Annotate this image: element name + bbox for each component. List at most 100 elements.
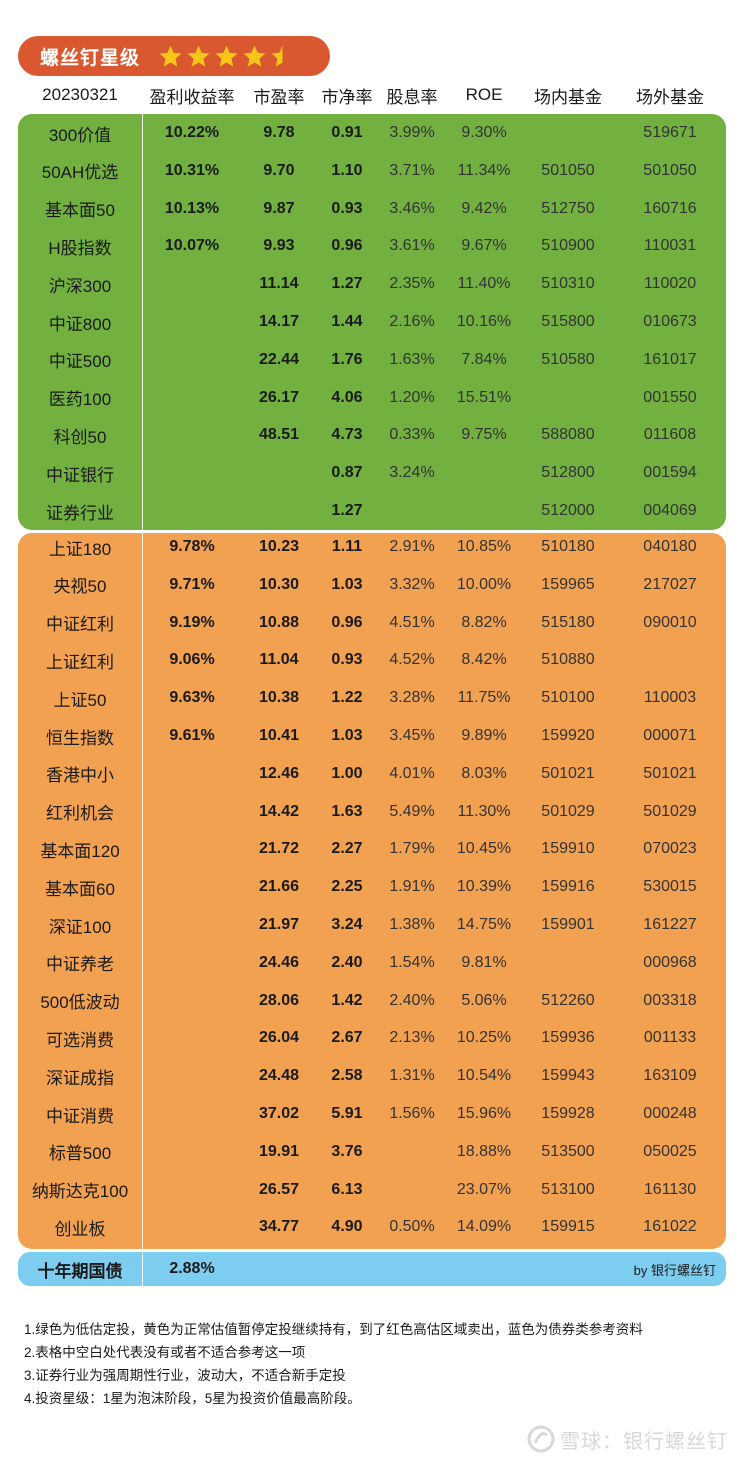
table-cell: 22.44 xyxy=(258,350,300,368)
table-cell: 2.58 xyxy=(331,1067,363,1085)
index-name: 医药100 xyxy=(48,390,112,410)
table-cell: 10.85% xyxy=(456,538,512,555)
table-cell: 15.51% xyxy=(456,388,512,406)
index-name: 中证银行 xyxy=(46,465,114,485)
table-row: 基本面60 21.66 2.25 1.91% 10.39% 159916 530015 xyxy=(18,868,726,906)
table-cell: 9.42% xyxy=(461,199,507,217)
table-cell: 3.45% xyxy=(389,727,435,744)
table-row: 创业板 34.77 4.90 0.50% 14.09% 159915 161022 xyxy=(18,1208,726,1246)
table-cell: 510180 xyxy=(541,538,595,555)
index-name: H股指数 xyxy=(48,238,112,258)
table-row: 恒生指数 9.61% 10.41 1.03 3.45% 9.89% 159920 000071 xyxy=(18,717,726,755)
table-cell: 1.91% xyxy=(389,878,435,896)
table-cell: 0.87 xyxy=(331,464,363,482)
table-cell: 26.57 xyxy=(258,1180,300,1198)
table-cell: 159901 xyxy=(541,916,595,933)
header-otc-fund: 场外基金 xyxy=(636,87,704,107)
table-row: 300价值 10.22% 9.78 0.91 3.99% 9.30% 519671 xyxy=(18,114,726,152)
header-exchange-fund: 场内基金 xyxy=(534,87,602,107)
star-icon xyxy=(159,45,182,67)
index-name: 深证成指 xyxy=(46,1068,114,1088)
table-cell: 1.44 xyxy=(331,313,363,330)
table-cell: 510580 xyxy=(541,350,595,368)
column-divider xyxy=(142,114,143,530)
table-cell: 3.28% xyxy=(389,689,435,707)
header-dividend-yield: 股息率 xyxy=(386,87,438,107)
index-name: 500低波动 xyxy=(40,993,120,1013)
star-rating-badge: 螺丝钉星级 xyxy=(18,36,330,76)
table-cell: 161227 xyxy=(643,916,697,933)
star-icon xyxy=(187,45,210,67)
table-cell: 1.20% xyxy=(389,388,435,406)
table-cell: 530015 xyxy=(643,878,697,896)
table-row: 50AH优选 10.31% 9.70 1.10 3.71% 11.34% 501050 501… xyxy=(18,152,726,190)
column-divider xyxy=(142,533,143,1249)
table-cell: 1.27 xyxy=(331,275,363,293)
table-cell: 5.06% xyxy=(461,991,507,1009)
table-cell: 21.97 xyxy=(258,916,300,933)
table-cell: 1.38% xyxy=(389,916,435,933)
table-cell: 9.67% xyxy=(461,237,507,255)
table-cell: 10.22% xyxy=(164,124,220,141)
table-cell: 010673 xyxy=(643,313,697,330)
footnote: 4.投资星级：1星为泡沫阶段，5星为投资价值最高阶段。 xyxy=(24,1391,361,1406)
index-name: 标普500 xyxy=(48,1144,112,1164)
table-cell: 0.96 xyxy=(331,613,363,631)
table-cell: 9.75% xyxy=(461,426,507,444)
table-cell: 515800 xyxy=(541,313,595,330)
table-cell: 11.40% xyxy=(457,275,511,293)
table-cell: 10.31% xyxy=(164,161,220,179)
table-cell: 24.46 xyxy=(258,953,300,971)
table-row: 中证养老 24.46 2.40 1.54% 9.81% 000968 xyxy=(18,944,726,982)
watermark-text: 雪球：银行螺丝钉 xyxy=(560,1430,728,1453)
index-name: 中证红利 xyxy=(46,615,114,635)
table-cell: 512000 xyxy=(541,502,595,519)
table-row: 中证500 22.44 1.76 1.63% 7.84% 510580 161017 xyxy=(18,341,726,379)
table-cell: 501029 xyxy=(541,802,595,820)
table-cell: 9.70 xyxy=(263,161,295,179)
table-cell: 2.91% xyxy=(389,538,435,555)
table-cell: 34.77 xyxy=(258,1218,300,1236)
table-cell: 10.25% xyxy=(456,1029,512,1047)
index-name: 可选消费 xyxy=(46,1030,114,1050)
table-cell: 5.49% xyxy=(389,802,435,820)
table-cell: 8.03% xyxy=(461,764,507,782)
star-icon xyxy=(243,45,266,67)
table-cell: 501050 xyxy=(643,161,697,179)
table-cell: 9.61% xyxy=(169,727,215,744)
table-cell: 159936 xyxy=(541,1029,595,1047)
index-name: 基本面50 xyxy=(45,201,115,221)
table-cell: 9.19% xyxy=(169,613,215,631)
table-cell: 588080 xyxy=(541,426,595,444)
table-cell: 15.96% xyxy=(456,1105,512,1122)
table-cell: 159943 xyxy=(541,1067,595,1085)
table-row: 香港中小 12.46 1.00 4.01% 8.03% 501021 501021 xyxy=(18,755,726,793)
table-cell: 48.51 xyxy=(258,426,300,444)
table-cell: 1.56% xyxy=(389,1105,435,1122)
table-row: 上证红利 9.06% 11.04 0.93 4.52% 8.42% 510880 xyxy=(18,641,726,679)
table-cell: 159928 xyxy=(541,1105,595,1122)
table-cell: 501021 xyxy=(541,764,595,782)
table-cell: 0.93 xyxy=(331,199,363,217)
table-cell: 10.54% xyxy=(456,1067,512,1085)
table-cell: 9.78 xyxy=(263,124,295,141)
table-cell: 10.39% xyxy=(456,878,512,896)
table-cell: 2.25 xyxy=(331,878,363,896)
index-name: 创业板 xyxy=(54,1219,106,1239)
index-name: 科创50 xyxy=(53,427,107,447)
table-cell: 9.93 xyxy=(263,237,295,255)
index-name: 中证养老 xyxy=(46,955,114,975)
table-cell: 110003 xyxy=(643,689,697,707)
table-cell: 163109 xyxy=(643,1067,697,1085)
table-cell: 19.91 xyxy=(258,1142,300,1160)
table-cell: 512800 xyxy=(541,464,595,482)
table-cell: 1.27 xyxy=(331,502,363,519)
table-cell: 4.01% xyxy=(389,764,435,782)
star-icon xyxy=(215,45,238,67)
table-cell: 003318 xyxy=(643,991,697,1009)
table-cell: 160716 xyxy=(643,199,697,217)
table-row: 深证成指 24.48 2.58 1.31% 10.54% 159943 163109 xyxy=(18,1057,726,1095)
table-cell: 14.09% xyxy=(456,1218,512,1236)
normal-valuation-table-block: 上证180 9.78% 10.23 1.11 2.91% 10.85% 510180 0401… xyxy=(18,533,726,1249)
header-earnings-yield: 盈利收益率 xyxy=(149,87,235,107)
